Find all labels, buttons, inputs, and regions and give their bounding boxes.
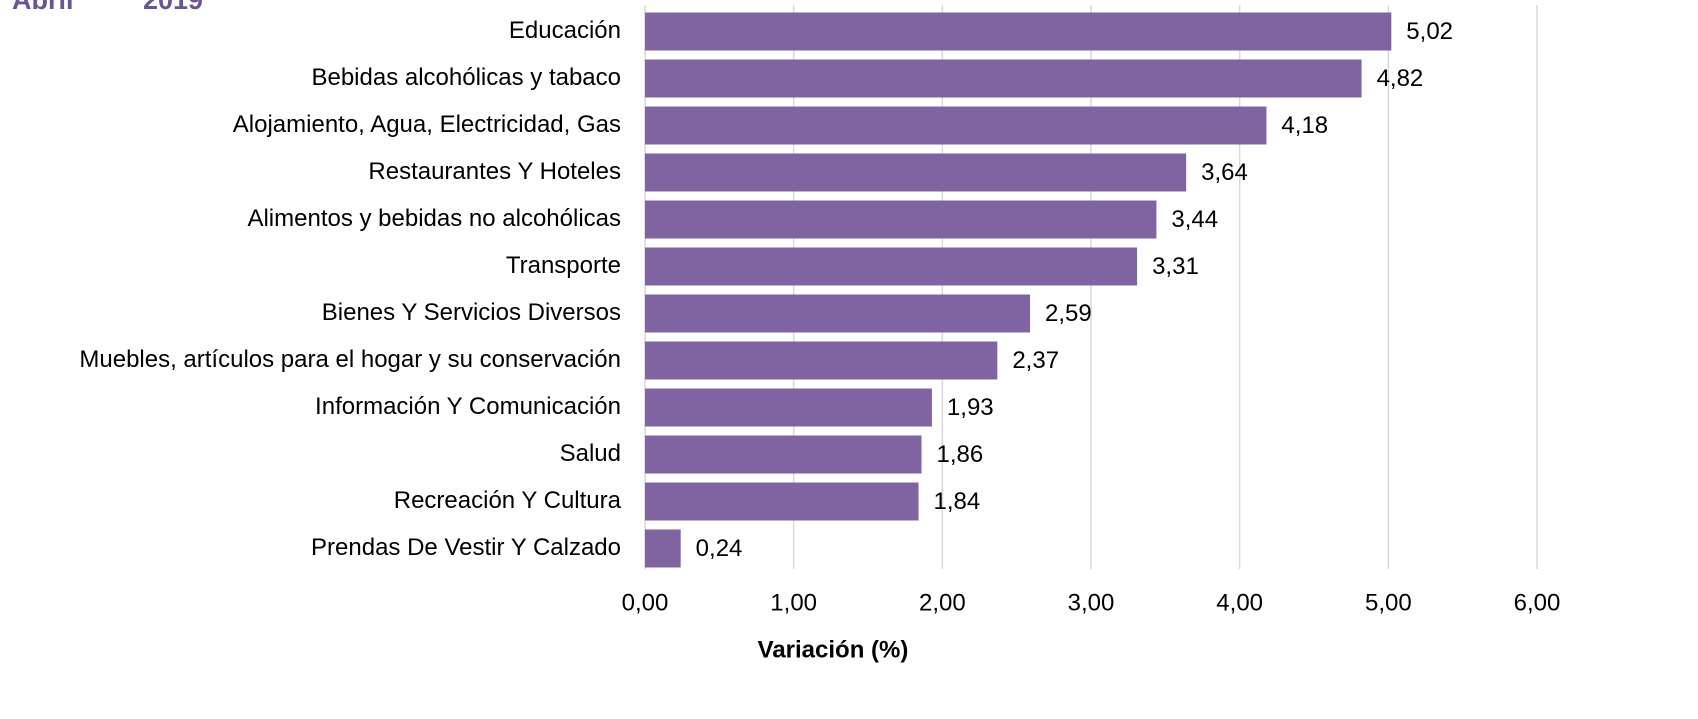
y-tick-label: Transporte (506, 252, 621, 279)
value-label: 3,44 (1171, 206, 1218, 233)
x-tick-label: 4,00 (1216, 589, 1263, 616)
y-tick-label: Alojamiento, Agua, Electricidad, Gas (233, 111, 621, 138)
value-label: 1,84 (934, 488, 981, 515)
x-tick-label: 0,00 (622, 589, 669, 616)
bar (645, 59, 1362, 98)
y-tick-label: Prendas De Vestir Y Calzado (311, 534, 621, 561)
bar (645, 106, 1267, 145)
bar (645, 341, 998, 380)
value-label: 1,93 (947, 394, 994, 421)
y-tick-label: Salud (560, 440, 621, 467)
y-tick-label: Muebles, artículos para el hogar y su co… (79, 346, 621, 373)
y-tick-label: Educación (509, 17, 621, 44)
y-tick-label: Bienes Y Servicios Diversos (322, 299, 621, 326)
chart-subtitle: 2019 (143, 0, 203, 15)
bar (645, 435, 922, 474)
bar (645, 482, 919, 521)
y-tick-label: Recreación Y Cultura (394, 487, 622, 514)
x-axis-label: Variación (%) (758, 636, 909, 663)
x-tick-label: 3,00 (1068, 589, 1115, 616)
bar (645, 153, 1187, 192)
x-tick-label: 6,00 (1514, 589, 1561, 616)
value-label: 0,24 (696, 535, 743, 562)
bar (645, 200, 1157, 239)
value-label: 4,82 (1377, 65, 1424, 92)
value-label: 3,31 (1152, 253, 1199, 280)
bar (645, 388, 932, 427)
bar (645, 294, 1031, 333)
x-tick-label: 5,00 (1365, 589, 1412, 616)
bar (645, 247, 1138, 286)
value-label: 4,18 (1281, 112, 1328, 139)
x-tick-label: 2,00 (919, 589, 966, 616)
value-label: 2,59 (1045, 300, 1092, 327)
bar (645, 12, 1392, 51)
value-label: 5,02 (1406, 18, 1453, 45)
value-label: 3,64 (1201, 159, 1248, 186)
value-label: 1,86 (937, 441, 984, 468)
y-tick-label: Alimentos y bebidas no alcohólicas (247, 205, 621, 232)
value-label: 2,37 (1012, 347, 1059, 374)
x-tick-label: 1,00 (770, 589, 817, 616)
y-tick-label: Información Y Comunicación (315, 393, 621, 420)
y-tick-label: Bebidas alcohólicas y tabaco (311, 64, 621, 91)
y-tick-label: Restaurantes Y Hoteles (368, 158, 621, 185)
chart-title: Abril (12, 0, 74, 15)
bar (645, 529, 681, 568)
